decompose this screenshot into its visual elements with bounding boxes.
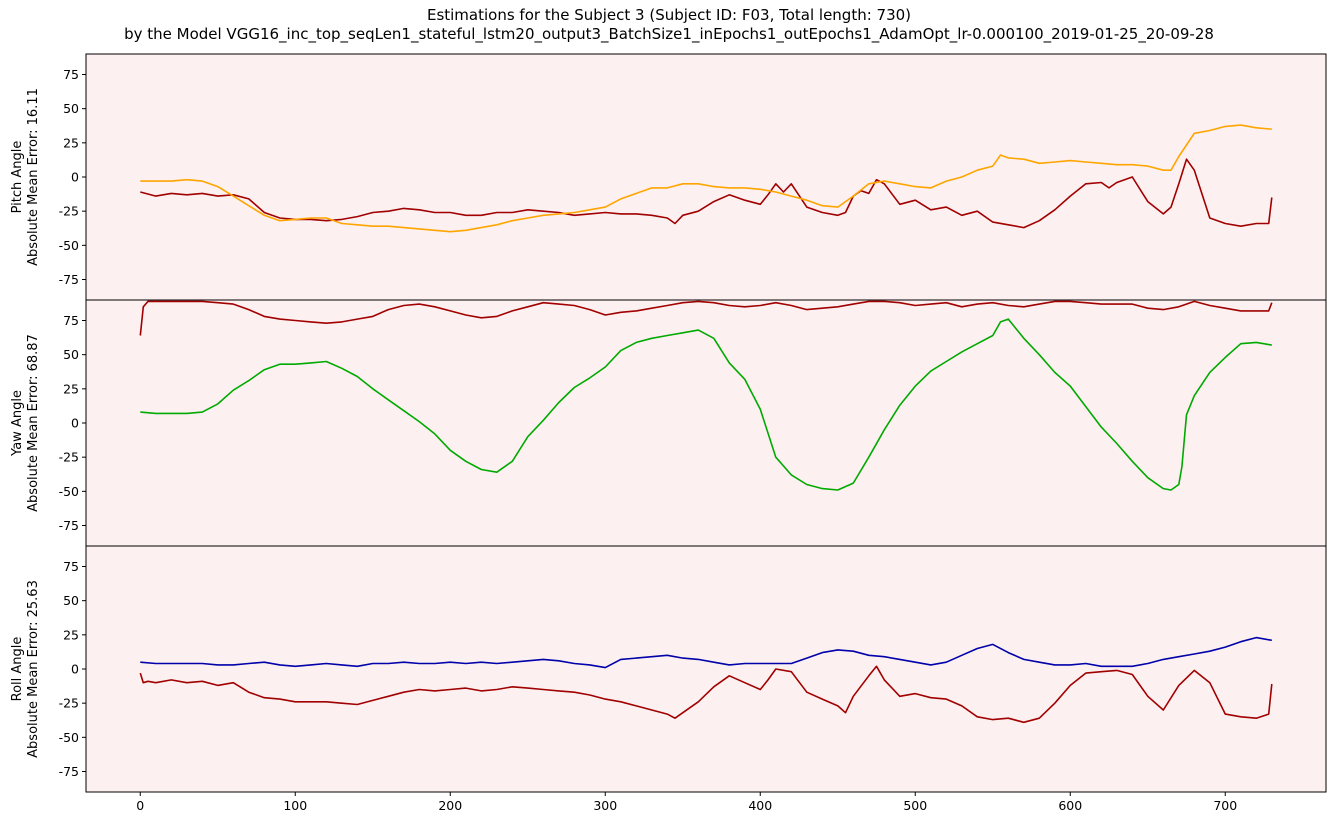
y-tick-label: -25 [59,204,79,219]
subplot-2: -75 -50 -25 0 25 50 75 Yaw AngleAbsolute Mean E… [10,299,1327,547]
plot-background [86,54,1326,300]
x-tick-label: 100 [283,798,307,813]
y-tick-label: -75 [59,764,79,779]
y-tick-label: 25 [63,381,79,396]
x-tick-label: 300 [593,798,617,813]
y-tick-label: -50 [59,238,79,253]
y-tick-label: 25 [63,135,79,150]
y-tick-label: 50 [63,593,79,608]
series-line-ground-truth [140,124,1272,233]
x-tick-label: 0 [136,798,144,813]
y-axis-label-line-1: Pitch Angle [10,141,25,214]
y-axis-label: Yaw AngleAbsolute Mean Error: 68.87 [10,334,41,512]
figure-title: Estimations for the Subject 3 (Subject I… [0,6,1338,44]
subplot-1: -75 -50 -25 0 25 50 75 Pitch AngleAbsolute Mean… [10,53,1327,301]
y-axis-label-line-1: Yaw Angle [10,390,25,457]
y-tick-label: -50 [59,730,79,745]
y-axis-label: Pitch AngleAbsolute Mean Error: 16.11 [10,88,41,266]
series-line-estimate [139,300,1273,336]
x-tick-label: 500 [903,798,927,813]
x-tick-label: 200 [438,798,462,813]
y-tick-label: 50 [63,347,79,362]
x-tick-label: 600 [1058,798,1082,813]
plot-background [86,546,1326,792]
y-tick-label: 25 [63,627,79,642]
y-tick-label: 75 [63,313,79,328]
y-tick-label: -50 [59,484,79,499]
y-axis-label-line-2: Absolute Mean Error: 25.63 [26,580,41,758]
y-tick-label: -75 [59,272,79,287]
figure-title-line-2: by the Model VGG16_inc_top_seqLen1_state… [124,25,1214,43]
x-tick-label: 700 [1213,798,1237,813]
y-tick-label: -75 [59,518,79,533]
y-tick-label: 0 [71,416,79,431]
y-tick-label: 50 [63,101,79,116]
y-tick-label: -25 [59,696,79,711]
x-tick-label: 400 [748,798,772,813]
subplot-3: -75 -50 -25 0 25 50 75 0 100 200 300 400 500 600 700 Ro… [10,545,1327,813]
y-tick-label: -25 [59,450,79,465]
y-axis-label-line-1: Roll Angle [10,637,25,702]
series-line-ground-truth [140,636,1272,669]
y-axis-label: Roll AngleAbsolute Mean Error: 25.63 [10,580,41,758]
figure-title-line-1: Estimations for the Subject 3 (Subject I… [426,6,912,24]
y-tick-label: 0 [71,170,79,185]
series-line-estimate [139,665,1273,724]
y-tick-label: 0 [71,662,79,677]
y-tick-label: 75 [63,559,79,574]
plot-background [86,300,1326,546]
y-axis-label-line-2: Absolute Mean Error: 16.11 [26,88,41,266]
series-line-ground-truth [140,318,1272,491]
series-line-estimate [140,158,1273,229]
y-tick-label: 75 [63,67,79,82]
y-axis-label-line-2: Absolute Mean Error: 68.87 [26,334,41,512]
